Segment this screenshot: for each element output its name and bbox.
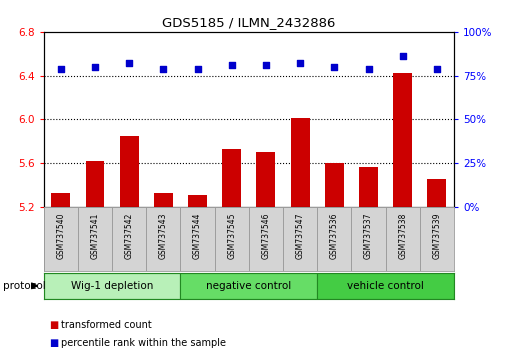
Text: transformed count: transformed count: [61, 320, 151, 330]
Text: GSM737538: GSM737538: [398, 212, 407, 258]
Text: GSM737545: GSM737545: [227, 212, 236, 259]
Bar: [359, 167, 378, 207]
Bar: [351, 207, 386, 271]
Point: [364, 66, 372, 72]
Point: [262, 62, 270, 68]
Bar: [283, 207, 317, 271]
Bar: [317, 273, 454, 299]
Point: [91, 64, 99, 70]
Text: ■: ■: [49, 338, 58, 348]
Bar: [325, 163, 344, 207]
Bar: [51, 193, 70, 207]
Bar: [78, 207, 112, 271]
Bar: [386, 207, 420, 271]
Text: GSM737537: GSM737537: [364, 212, 373, 259]
Point: [296, 61, 304, 66]
Text: GSM737544: GSM737544: [193, 212, 202, 259]
Point: [330, 64, 339, 70]
Point: [228, 62, 236, 68]
Text: GSM737540: GSM737540: [56, 212, 65, 259]
Bar: [44, 207, 78, 271]
Bar: [188, 195, 207, 207]
Bar: [427, 179, 446, 207]
Point: [125, 61, 133, 66]
Point: [56, 66, 65, 72]
Bar: [120, 136, 139, 207]
Text: protocol: protocol: [3, 281, 45, 291]
Bar: [420, 207, 454, 271]
Bar: [291, 118, 309, 207]
Bar: [393, 74, 412, 207]
Text: GSM737541: GSM737541: [90, 212, 100, 258]
Text: percentile rank within the sample: percentile rank within the sample: [61, 338, 226, 348]
Bar: [249, 207, 283, 271]
Text: GSM737547: GSM737547: [295, 212, 305, 259]
Bar: [44, 273, 181, 299]
Text: GSM737543: GSM737543: [159, 212, 168, 259]
Title: GDS5185 / ILMN_2432886: GDS5185 / ILMN_2432886: [162, 16, 336, 29]
Bar: [181, 273, 317, 299]
Point: [159, 66, 167, 72]
Bar: [181, 207, 214, 271]
Bar: [154, 193, 173, 207]
Bar: [146, 207, 181, 271]
Bar: [317, 207, 351, 271]
Bar: [112, 207, 146, 271]
Text: negative control: negative control: [206, 281, 291, 291]
Text: GSM737542: GSM737542: [125, 212, 133, 258]
Text: Wig-1 depletion: Wig-1 depletion: [71, 281, 153, 291]
Bar: [256, 152, 275, 207]
Text: GSM737546: GSM737546: [262, 212, 270, 259]
Bar: [222, 149, 241, 207]
Bar: [214, 207, 249, 271]
Text: ■: ■: [49, 320, 58, 330]
Text: vehicle control: vehicle control: [347, 281, 424, 291]
Text: GSM737539: GSM737539: [432, 212, 441, 259]
Point: [193, 66, 202, 72]
Text: GSM737536: GSM737536: [330, 212, 339, 259]
Bar: [86, 161, 104, 207]
Point: [433, 66, 441, 72]
Point: [399, 53, 407, 59]
